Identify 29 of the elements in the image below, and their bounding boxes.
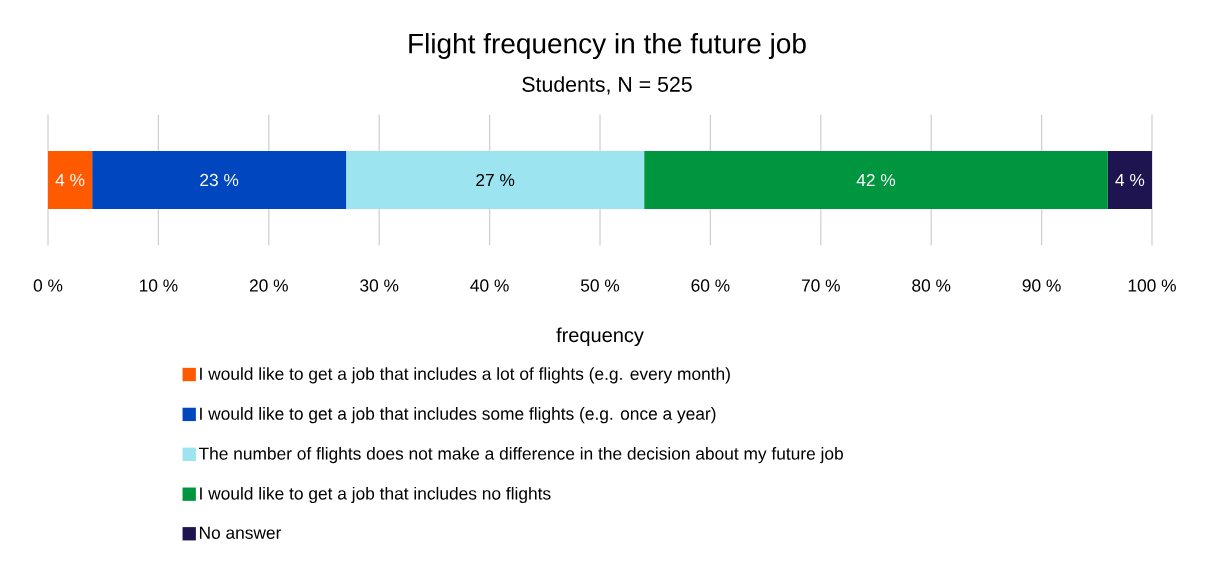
x-tick-label: 100 %	[1128, 279, 1176, 292]
x-axis-title: frequency	[556, 327, 644, 347]
chart-subtitle: Students, N = 525	[522, 76, 692, 95]
bar	[346, 151, 645, 209]
x-tick-label: 70 %	[801, 279, 840, 292]
data-label: 27 %	[476, 173, 515, 187]
data-label: 4 %	[1115, 173, 1145, 187]
x-tick-label: 60 %	[691, 279, 730, 292]
bar	[1107, 151, 1152, 209]
legend-label: I would like to get a job that includes a lot of flights (e.g. every month)	[200, 367, 730, 384]
x-tick-label: 40 %	[470, 279, 509, 292]
chart-title: Flight frequency in the future job	[409, 32, 806, 60]
legend-label: No answer	[199, 526, 282, 539]
x-tick-label: 20 %	[249, 279, 288, 292]
x-tick-label: 30 %	[360, 279, 399, 292]
legend-label: I would like to get a job that includes some flights (e.g. once a year)	[200, 407, 716, 424]
legend-label: The number of flights does not make a difference in the decision about my future job	[198, 447, 843, 464]
x-tick-label: 80 %	[912, 279, 951, 292]
bar	[92, 151, 347, 209]
legend-label: I would like to get a job that includes no flights	[200, 486, 551, 504]
x-tick-label: 50 %	[580, 279, 620, 292]
bar	[644, 151, 1108, 209]
x-tick-label: 90 %	[1022, 279, 1061, 292]
x-tick-label: 10 %	[139, 279, 178, 292]
data-label: 23 %	[200, 173, 239, 187]
bar	[48, 151, 93, 209]
data-label: 42 %	[856, 173, 896, 187]
x-tick-label: 0 %	[33, 279, 63, 292]
data-label: 4 %	[55, 173, 85, 187]
